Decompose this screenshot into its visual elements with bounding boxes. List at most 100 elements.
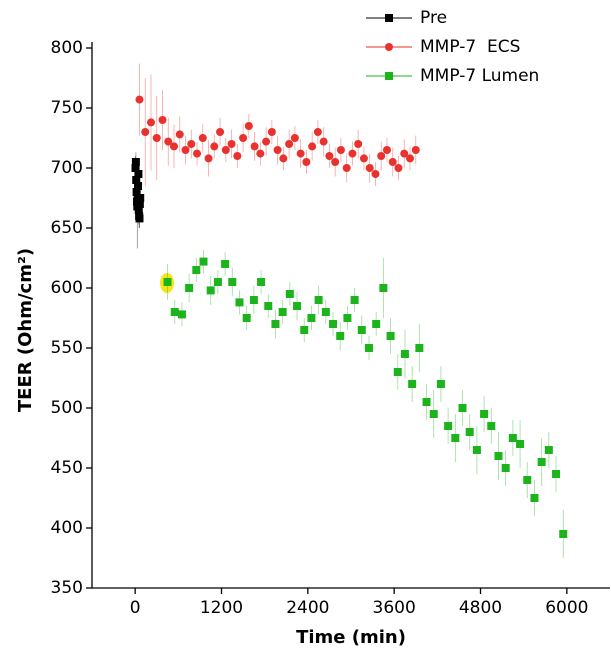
y-tick-label: 650 — [51, 218, 83, 238]
point — [365, 164, 374, 172]
point — [267, 128, 276, 136]
point — [308, 142, 317, 151]
point — [175, 130, 184, 139]
point — [300, 326, 309, 334]
point — [135, 95, 144, 104]
point — [313, 128, 322, 136]
x-tick-label: 6000 — [545, 598, 588, 618]
legend-label: MMP-7 ECS — [420, 37, 520, 57]
point — [444, 422, 453, 430]
point — [227, 140, 236, 148]
point — [359, 154, 368, 163]
point — [239, 134, 248, 142]
point — [382, 146, 391, 154]
point — [501, 464, 510, 472]
point — [472, 446, 481, 454]
x-tick-label: 0 — [130, 598, 141, 618]
point — [319, 137, 328, 146]
y-tick-label: 750 — [51, 98, 83, 118]
point — [135, 200, 144, 208]
legend-label: Pre — [420, 8, 447, 28]
point — [307, 314, 316, 322]
point — [530, 494, 539, 502]
point — [400, 149, 409, 158]
point — [296, 149, 305, 158]
point — [371, 170, 380, 178]
point — [458, 404, 467, 412]
point — [411, 146, 420, 154]
x-tick-label: 4800 — [459, 598, 502, 618]
point — [135, 214, 144, 223]
y-tick-label: 350 — [51, 578, 83, 598]
point — [343, 314, 352, 322]
point — [422, 398, 431, 406]
point — [141, 128, 150, 136]
point — [185, 284, 194, 292]
point — [204, 154, 213, 163]
point — [544, 446, 553, 454]
point — [336, 332, 345, 340]
point — [244, 122, 253, 130]
point — [325, 152, 334, 160]
point — [163, 278, 172, 286]
x-axis-label: Time (min) — [296, 627, 406, 648]
point — [257, 278, 266, 286]
legend-marker — [385, 43, 393, 51]
point — [170, 142, 179, 151]
y-tick-label: 800 — [51, 38, 83, 58]
point — [350, 296, 359, 304]
point — [233, 152, 242, 160]
point — [516, 440, 525, 448]
point — [487, 422, 496, 430]
point — [206, 286, 215, 295]
point — [379, 284, 388, 292]
point — [235, 298, 244, 307]
point — [336, 146, 345, 154]
point — [386, 332, 395, 340]
point — [271, 320, 280, 328]
point — [429, 410, 438, 418]
point — [158, 116, 167, 124]
point — [314, 296, 323, 304]
point — [213, 278, 222, 286]
y-tick-label: 500 — [51, 398, 83, 418]
point — [357, 326, 366, 334]
point — [131, 164, 140, 172]
point — [480, 410, 489, 418]
point — [152, 134, 161, 142]
point — [321, 308, 330, 316]
point — [354, 140, 363, 148]
point — [134, 182, 143, 190]
point — [181, 146, 190, 154]
point — [285, 140, 294, 148]
point — [250, 142, 259, 151]
point — [170, 308, 179, 316]
point — [465, 428, 474, 436]
point — [134, 170, 143, 178]
point — [279, 154, 288, 163]
point — [285, 290, 294, 298]
point — [210, 142, 219, 151]
point — [451, 434, 460, 442]
y-axis-label: TEER (Ohm/cm²) — [15, 248, 36, 412]
point — [164, 137, 173, 146]
point — [273, 146, 282, 154]
point — [290, 134, 299, 142]
point — [278, 308, 287, 316]
point — [436, 380, 445, 388]
point — [228, 278, 237, 286]
y-tick-label: 700 — [51, 158, 83, 178]
point — [494, 452, 503, 460]
point — [393, 368, 402, 376]
y-tick-label: 400 — [51, 518, 83, 538]
point — [132, 188, 141, 196]
point — [400, 350, 409, 358]
point — [377, 152, 386, 160]
point — [216, 128, 225, 136]
point — [132, 176, 141, 184]
point — [199, 257, 208, 266]
point — [408, 380, 417, 388]
x-tick-label: 2400 — [286, 598, 329, 618]
point — [193, 149, 202, 158]
